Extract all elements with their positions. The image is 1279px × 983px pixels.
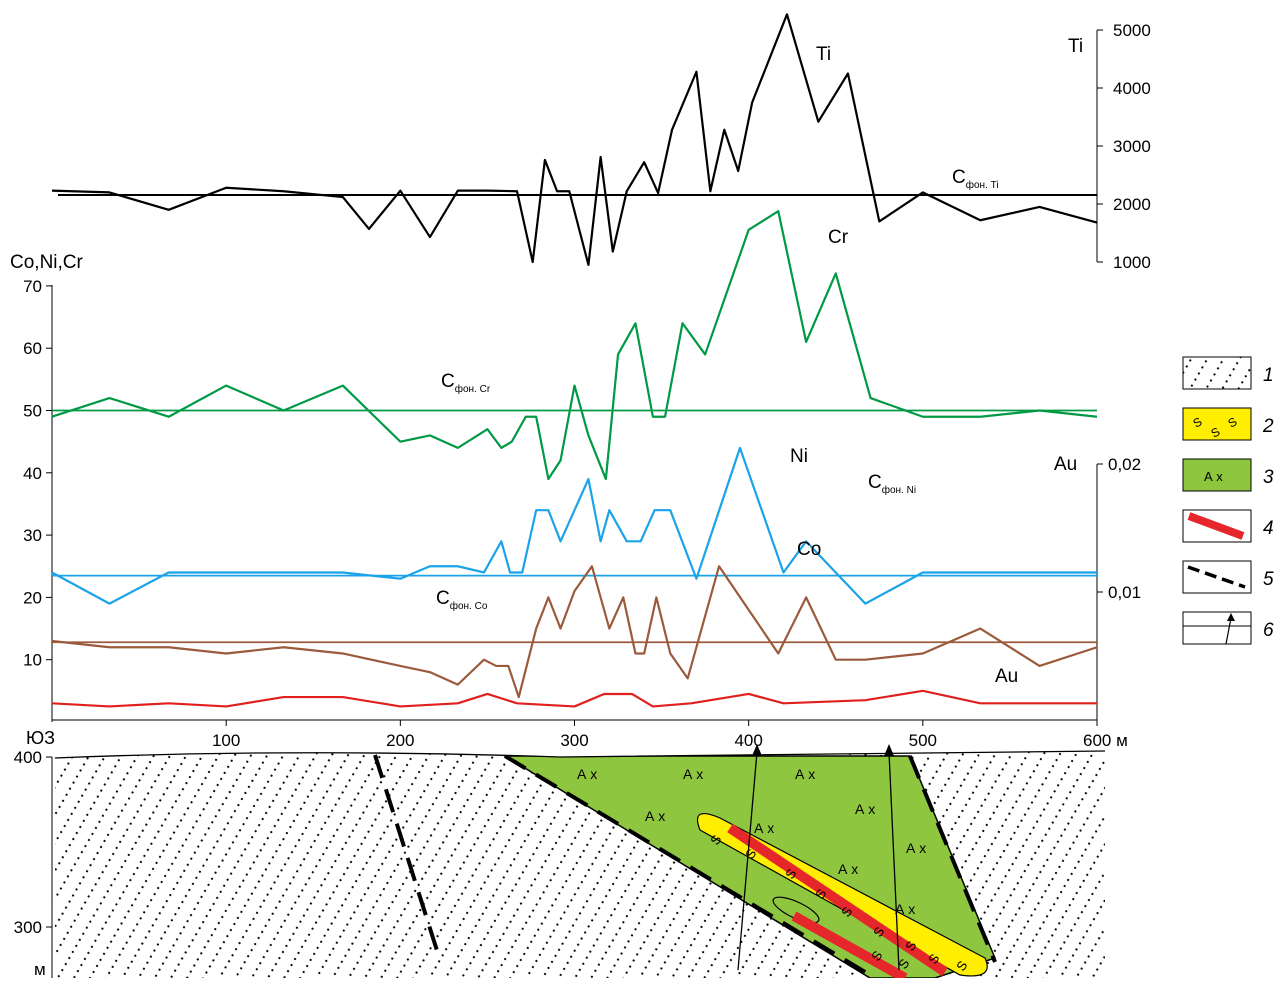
fault-right bbox=[908, 755, 997, 963]
legend-item-5: 5 bbox=[1182, 560, 1274, 594]
au-series-label: Au bbox=[995, 666, 1018, 687]
svg-text:5: 5 bbox=[1263, 569, 1274, 590]
main-axis-title: Co,Ni,Cr bbox=[10, 252, 84, 273]
svg-text:3: 3 bbox=[1263, 467, 1274, 488]
amphibolite-label: А х bbox=[855, 801, 875, 817]
amphibolite-label: А х bbox=[838, 861, 858, 877]
ti-series-label: Ti bbox=[816, 44, 831, 65]
svg-text:4: 4 bbox=[1263, 518, 1274, 539]
svg-text:2: 2 bbox=[1262, 416, 1274, 437]
amphibolite-label: А х bbox=[906, 840, 926, 856]
co-background-label: Cфон. Co bbox=[436, 588, 488, 612]
legend-item-1: 1 bbox=[1182, 356, 1274, 390]
direction-label: ЮЗ bbox=[26, 728, 55, 748]
x-tick-label: 500 bbox=[909, 731, 937, 750]
section-unit-label: м bbox=[34, 960, 46, 978]
legend: 1 S S S 2 А х 3 4 5 6 bbox=[1182, 356, 1274, 645]
y-tick-label: 30 bbox=[23, 526, 42, 545]
geological-section: ЮЗ 400 300 м А х А х А х А х А х А х А х А х А х bbox=[14, 728, 1106, 979]
cr-background-label: Cфон. Cr bbox=[441, 371, 491, 395]
x-tick-label: 100 bbox=[212, 731, 240, 750]
svg-text:6: 6 bbox=[1263, 620, 1274, 641]
x-tick-label: 600 м bbox=[1083, 731, 1128, 750]
amphibolite-label: А х bbox=[795, 766, 815, 782]
y-tick-label: 60 bbox=[23, 339, 42, 358]
legend-item-4: 4 bbox=[1182, 509, 1274, 543]
ground-surface bbox=[54, 750, 1106, 759]
borehole-2 bbox=[884, 744, 900, 971]
ti-tick-label: 1000 bbox=[1113, 253, 1151, 272]
ni-background-label: Cфон. Ni bbox=[868, 472, 916, 496]
ti-tick-label: 3000 bbox=[1113, 137, 1151, 156]
y-tick-label: 50 bbox=[23, 402, 42, 421]
ore-body-lower bbox=[791, 911, 908, 978]
ni-series-line bbox=[51, 446, 1097, 605]
y-tick-label: 10 bbox=[23, 651, 42, 670]
x-tick-label: 300 bbox=[560, 731, 588, 750]
y-tick-label: 70 bbox=[23, 277, 42, 296]
ti-series-line bbox=[51, 13, 1098, 266]
section-tick-label-400: 400 bbox=[14, 748, 42, 767]
amphibolite-label: А х bbox=[895, 901, 915, 917]
borehole-1 bbox=[737, 744, 762, 971]
sulfide-inclusion bbox=[772, 896, 820, 924]
svg-text:А х: А х bbox=[1204, 469, 1223, 484]
x-tick-label: 200 bbox=[386, 731, 414, 750]
ti-tick-label: 5000 bbox=[1113, 21, 1151, 40]
svg-text:1: 1 bbox=[1263, 365, 1274, 386]
au-tick-label: 0,02 bbox=[1108, 455, 1141, 474]
x-tick-label: 400 bbox=[734, 731, 762, 750]
au-tick-label: 0,01 bbox=[1108, 583, 1141, 602]
legend-item-3: А х 3 bbox=[1182, 458, 1274, 492]
co-ni-cr-au-panel: Co,Ni,Cr 10 20 30 40 50 60 70 100 200 300 400 500 6… bbox=[10, 210, 1141, 750]
co-series-label: Co bbox=[797, 539, 821, 560]
ti-tick-label: 4000 bbox=[1113, 79, 1151, 98]
section-tick-label-300: 300 bbox=[14, 918, 42, 937]
amphibolite-label: А х bbox=[645, 808, 665, 824]
y-tick-label: 20 bbox=[23, 588, 42, 607]
amphibolite-label: А х bbox=[683, 766, 703, 782]
ti-background-label: Cфон. Ti bbox=[952, 167, 999, 191]
au-axis-title: Au bbox=[1054, 454, 1077, 475]
co-series-line bbox=[51, 565, 1098, 699]
legend-item-2: S S S 2 bbox=[1182, 407, 1274, 441]
titanium-panel: 1000 2000 3000 4000 5000 Ti Ti Cфон. Ti bbox=[51, 13, 1151, 272]
amphibolite-label: А х bbox=[577, 766, 597, 782]
au-series-line bbox=[51, 689, 1097, 708]
amphibolite-label: А х bbox=[754, 820, 774, 836]
ni-series-label: Ni bbox=[790, 446, 808, 467]
legend-item-6: 6 bbox=[1182, 611, 1274, 645]
cr-series-line bbox=[51, 210, 1098, 481]
cr-series-label: Cr bbox=[828, 227, 849, 248]
y-tick-label: 40 bbox=[23, 464, 42, 483]
ti-axis-title: Ti bbox=[1068, 36, 1083, 57]
ti-tick-label: 2000 bbox=[1113, 195, 1151, 214]
ore-body-upper bbox=[727, 823, 948, 977]
